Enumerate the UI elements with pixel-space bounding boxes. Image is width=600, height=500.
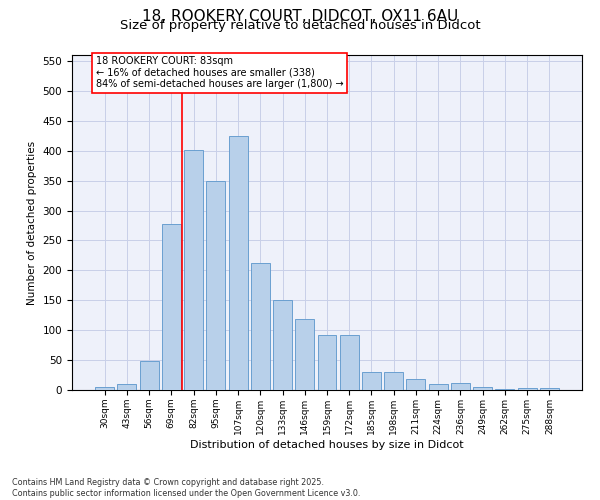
- Bar: [229, 136, 248, 390]
- Bar: [451, 384, 470, 390]
- Bar: [496, 389, 514, 390]
- Bar: [162, 224, 181, 390]
- Bar: [362, 372, 381, 390]
- Text: 18 ROOKERY COURT: 83sqm
← 16% of detached houses are smaller (338)
84% of semi-d: 18 ROOKERY COURT: 83sqm ← 16% of detache…: [96, 56, 343, 90]
- Bar: [184, 150, 203, 390]
- Bar: [118, 384, 136, 390]
- Bar: [95, 387, 114, 390]
- Bar: [295, 320, 314, 390]
- Bar: [140, 362, 158, 390]
- Bar: [540, 388, 559, 390]
- Bar: [317, 335, 337, 390]
- Y-axis label: Number of detached properties: Number of detached properties: [27, 140, 37, 304]
- Bar: [206, 180, 225, 390]
- X-axis label: Distribution of detached houses by size in Didcot: Distribution of detached houses by size …: [190, 440, 464, 450]
- Bar: [473, 387, 492, 390]
- Bar: [273, 300, 292, 390]
- Text: 18, ROOKERY COURT, DIDCOT, OX11 6AU: 18, ROOKERY COURT, DIDCOT, OX11 6AU: [142, 9, 458, 24]
- Bar: [384, 372, 403, 390]
- Bar: [340, 335, 359, 390]
- Bar: [406, 378, 425, 390]
- Bar: [251, 262, 270, 390]
- Text: Size of property relative to detached houses in Didcot: Size of property relative to detached ho…: [119, 19, 481, 32]
- Text: Contains HM Land Registry data © Crown copyright and database right 2025.
Contai: Contains HM Land Registry data © Crown c…: [12, 478, 361, 498]
- Bar: [518, 388, 536, 390]
- Bar: [429, 384, 448, 390]
